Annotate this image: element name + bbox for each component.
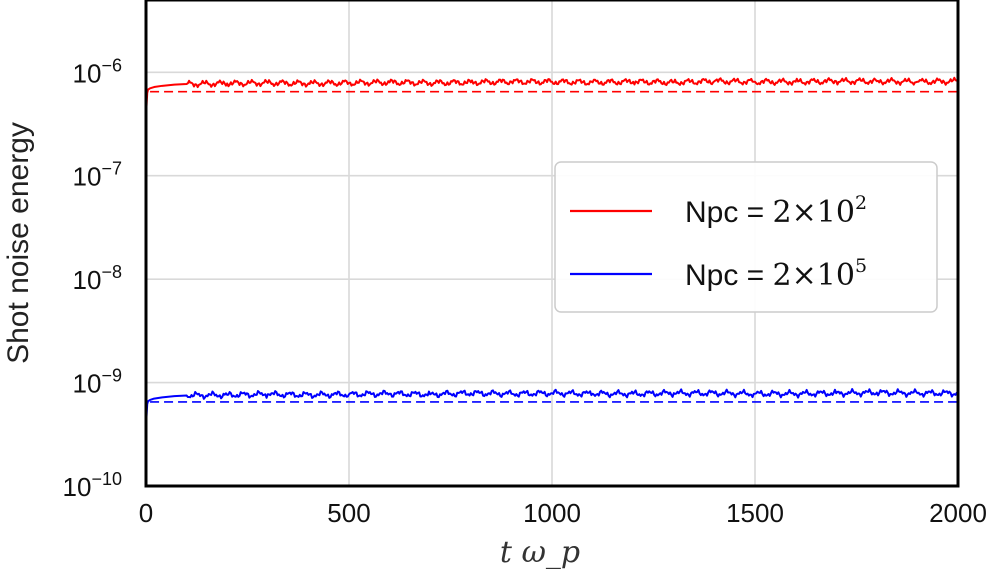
x-tick-label: 500 [327, 498, 370, 528]
plot-frame [144, 0, 960, 488]
x-tick-label: 1500 [726, 498, 784, 528]
series-lines [146, 76, 958, 486]
legend-label-series-1: Npc = 2×102 [685, 192, 867, 230]
y-tick-label: 10−8 [73, 262, 122, 295]
legend-label-series-2: Npc = 2×105 [685, 255, 867, 293]
reference-lines [150, 90, 958, 403]
x-axis-ticks: 0 500 1000 1500 2000 [139, 498, 987, 528]
y-tick-label: 10−10 [63, 469, 122, 502]
y-tick-label: 10−7 [73, 159, 122, 192]
y-axis-ticks: 10−10 10−9 10−8 10−7 10−6 [63, 55, 122, 502]
y-axis-label: Shot noise energy [2, 122, 35, 364]
x-axis-label: t ω_p [500, 535, 580, 570]
x-tick-label: 1000 [523, 498, 581, 528]
y-tick-label: 10−9 [73, 366, 122, 399]
legend: Npc = 2×102 Npc = 2×105 [554, 161, 938, 313]
y-tick-label: 10−6 [73, 55, 122, 88]
x-tick-label: 0 [139, 498, 153, 528]
series-line-2 [146, 388, 958, 486]
x-tick-label: 2000 [929, 498, 987, 528]
series-line-1 [146, 76, 958, 486]
